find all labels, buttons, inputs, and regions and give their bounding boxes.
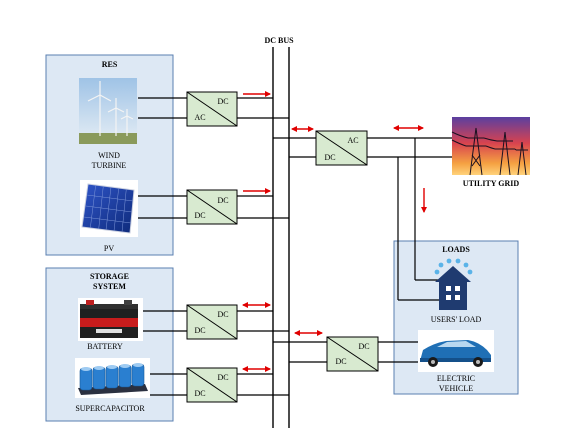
electric-vehicle-label-line1: ELECTRIC bbox=[437, 374, 475, 383]
users-load-label: USERS' LOAD bbox=[431, 315, 482, 324]
storage-title-line1: STORAGE bbox=[90, 272, 129, 281]
electric-vehicle-image bbox=[418, 330, 494, 372]
wind-turbine-label-line2: TURBINE bbox=[92, 161, 127, 170]
wind-turbine-image bbox=[79, 78, 137, 144]
pv-label: PV bbox=[104, 244, 114, 253]
converter-supercap-top: DC bbox=[217, 373, 228, 382]
converter-ev-bottom: DC bbox=[335, 357, 346, 366]
supercapacitor-image bbox=[75, 358, 150, 398]
converter-grid-top: AC bbox=[347, 136, 358, 145]
utility-grid-image bbox=[451, 117, 530, 176]
converter-battery: DC DC bbox=[186, 304, 238, 340]
converter-wind: DC AC bbox=[186, 91, 238, 127]
battery-label: BATTERY bbox=[87, 342, 123, 351]
battery-image bbox=[78, 298, 143, 341]
supercapacitor-label: SUPERCAPACITOR bbox=[75, 404, 145, 413]
dc-bus-label: DC BUS bbox=[264, 36, 294, 45]
converter-grid: AC DC bbox=[315, 130, 368, 166]
converter-battery-bottom: DC bbox=[194, 326, 205, 335]
converter-wind-bottom: AC bbox=[194, 113, 205, 122]
users-load-image bbox=[434, 258, 473, 310]
converter-pv: DC DC bbox=[186, 189, 238, 225]
converter-supercap-bottom: DC bbox=[194, 389, 205, 398]
converter-pv-top: DC bbox=[217, 196, 228, 205]
converter-pv-bottom: DC bbox=[194, 211, 205, 220]
converter-grid-bottom: DC bbox=[324, 153, 335, 162]
wind-turbine-label-line1: WIND bbox=[98, 151, 120, 160]
converter-battery-top: DC bbox=[217, 310, 228, 319]
storage-title-line2: SYSTEM bbox=[93, 282, 126, 291]
loads-title: LOADS bbox=[442, 245, 470, 254]
converter-supercap: DC DC bbox=[186, 367, 238, 403]
converter-wind-top: DC bbox=[217, 97, 228, 106]
converter-ev-top: DC bbox=[358, 342, 369, 351]
electric-vehicle-label-line2: VEHICLE bbox=[439, 384, 473, 393]
res-title: RES bbox=[102, 60, 118, 69]
pv-panel-image bbox=[80, 180, 138, 237]
utility-grid-label: UTILITY GRID bbox=[463, 179, 520, 188]
converter-ev: DC DC bbox=[326, 336, 379, 372]
power-flow-arrows bbox=[242, 91, 427, 372]
